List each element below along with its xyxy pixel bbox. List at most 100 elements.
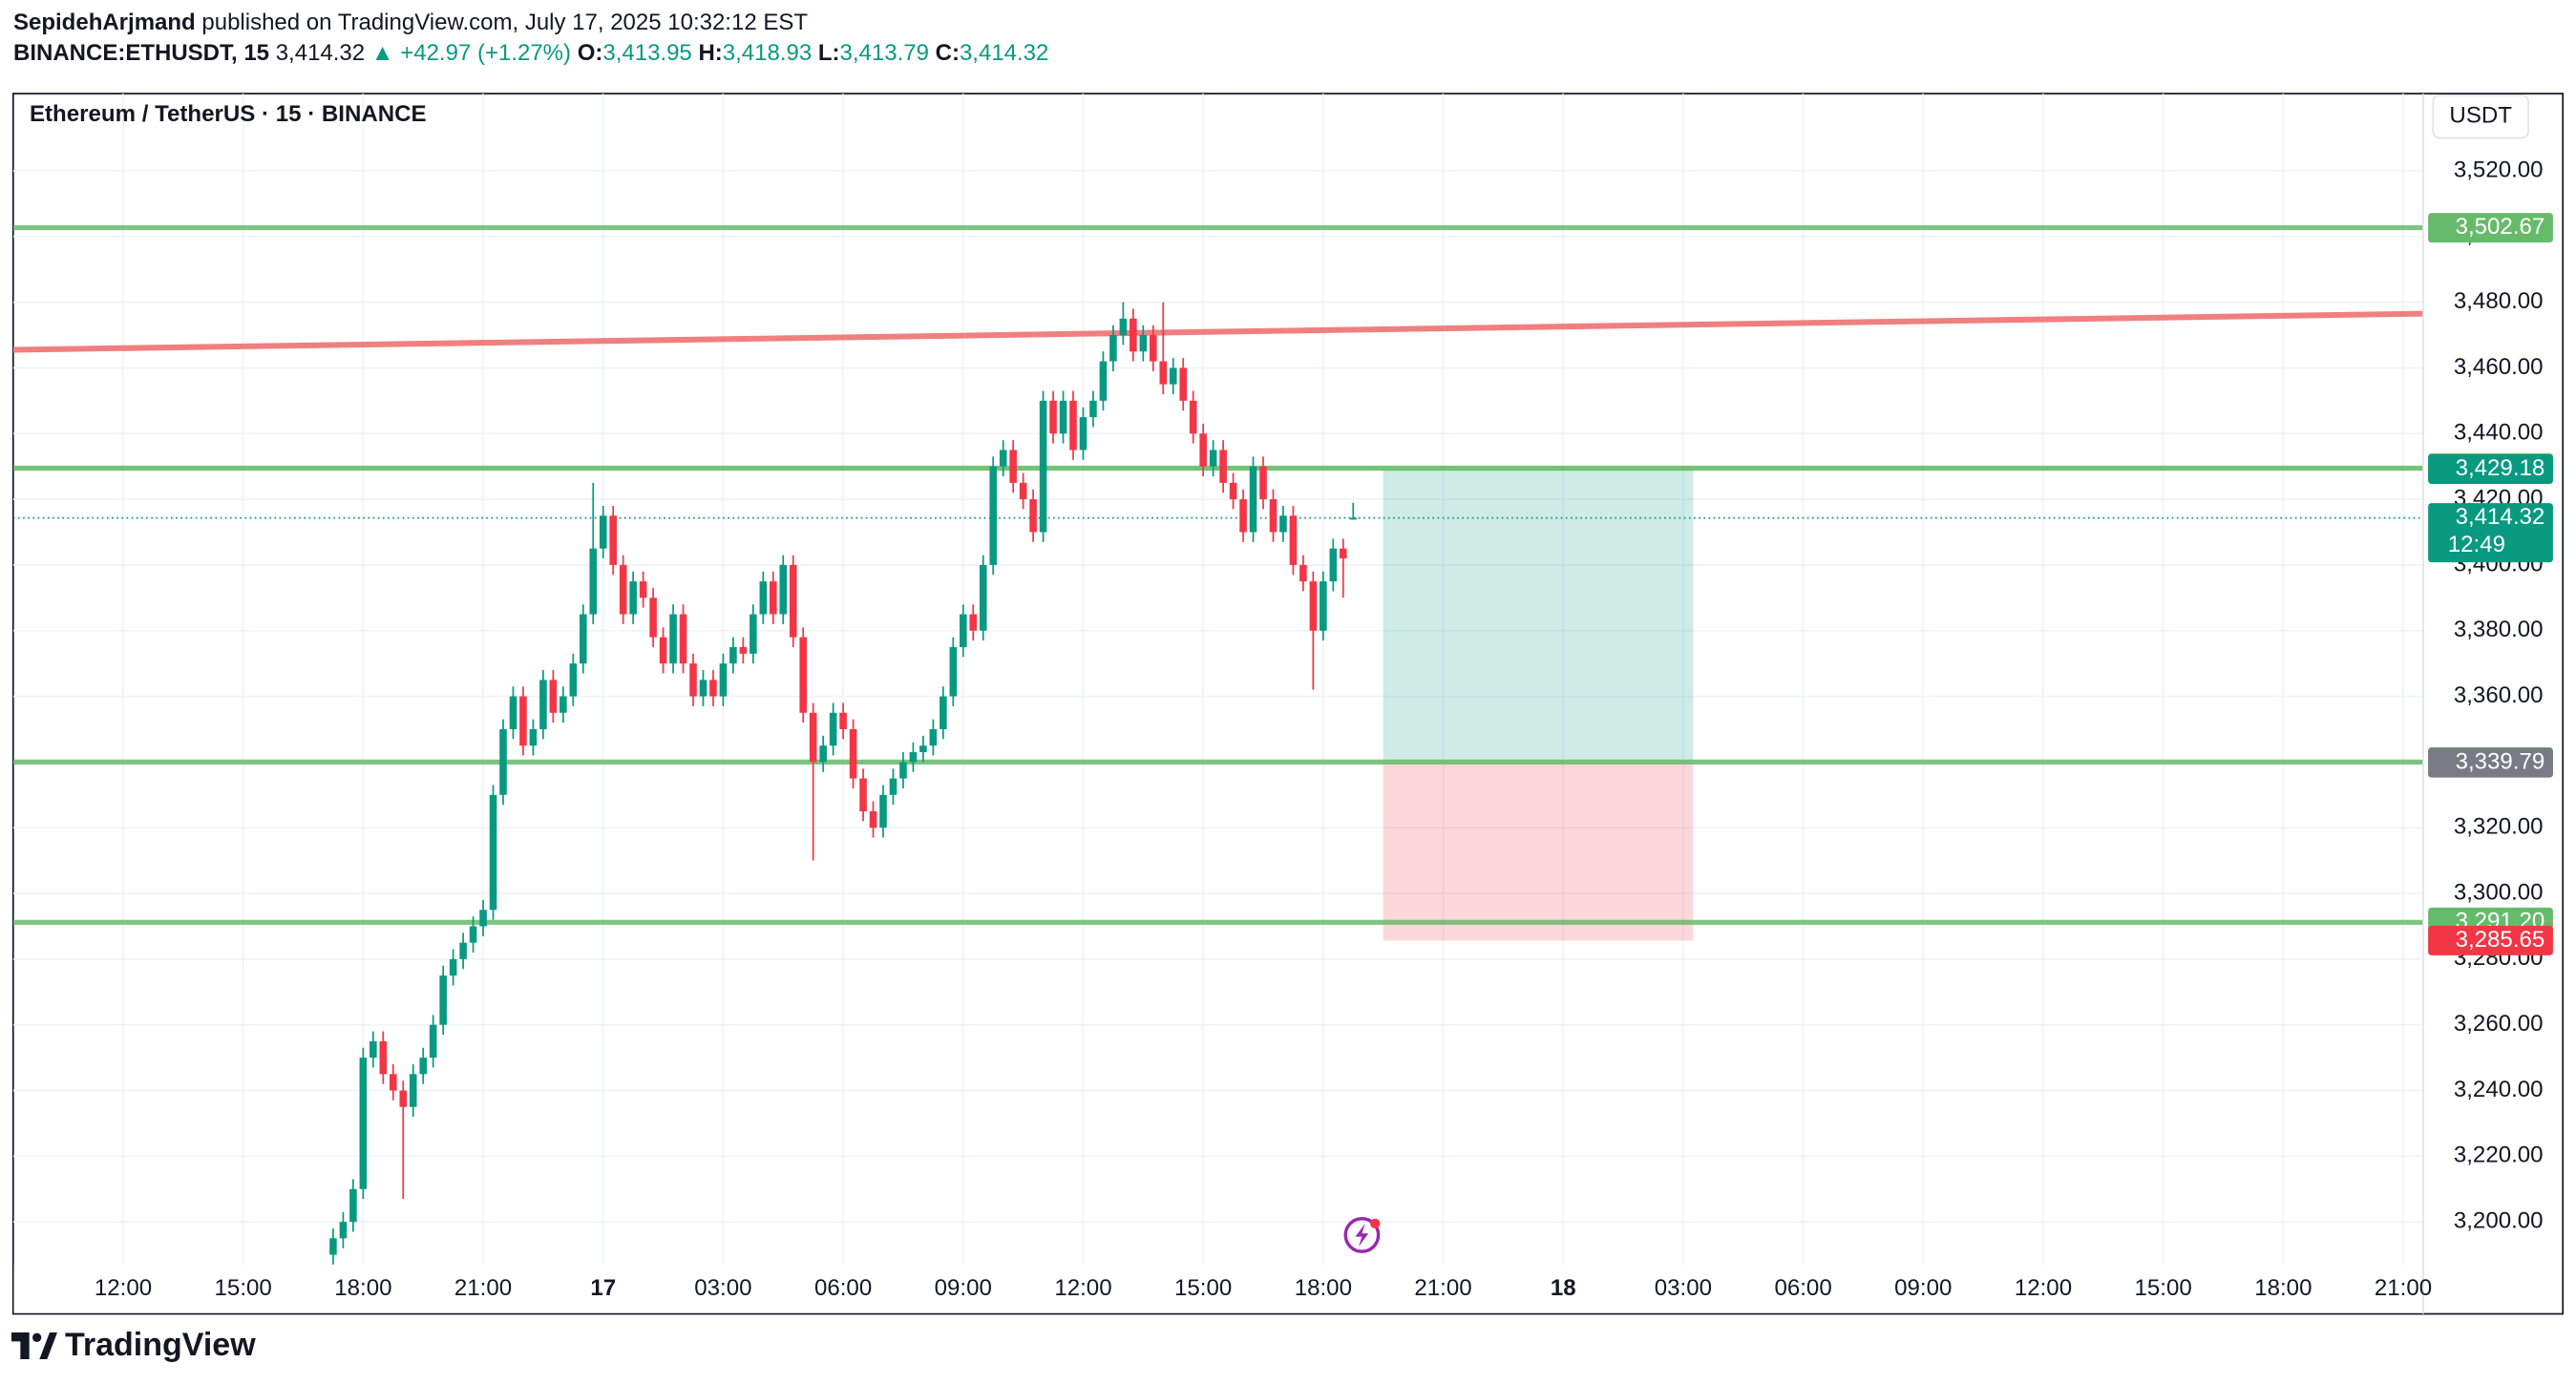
- ohlc-label: C:: [935, 40, 960, 66]
- candle-body: [549, 680, 558, 713]
- lightning-icon[interactable]: [1343, 1217, 1381, 1253]
- candle-body: [379, 1040, 388, 1075]
- candle-body: [769, 581, 777, 615]
- price-label: 3,285.65: [2456, 927, 2545, 953]
- candle-body: [1229, 482, 1237, 500]
- candle-body: [1259, 466, 1267, 500]
- candle-body: [539, 680, 547, 729]
- currency-box[interactable]: [2432, 94, 2529, 139]
- candle-body: [709, 680, 717, 697]
- candle-body: [889, 778, 897, 795]
- x-tick-label: 03:00: [1655, 1275, 1712, 1301]
- ohlc-value: 3,413.79: [839, 40, 929, 66]
- candle-body: [909, 752, 918, 763]
- candle-body: [1150, 335, 1157, 362]
- last: 3,414.32: [275, 40, 366, 66]
- candle-body: [509, 696, 517, 729]
- header: SepidehArjmand published on TradingView.…: [13, 8, 1048, 69]
- candle-body: [689, 663, 697, 697]
- candle-body: [619, 564, 627, 615]
- candle-body: [629, 581, 637, 615]
- ohlc-label: O:: [577, 40, 603, 66]
- candle-body: [1209, 450, 1217, 467]
- candle-body: [579, 614, 587, 664]
- candle-body: [1349, 517, 1358, 520]
- candle-body: [1059, 400, 1067, 434]
- candle-body: [529, 728, 538, 746]
- candle-body: [879, 794, 887, 828]
- candle-body: [560, 696, 567, 713]
- candle-body: [919, 745, 927, 753]
- countdown: 12:49: [2448, 532, 2505, 557]
- x-tick-label: 06:00: [814, 1275, 872, 1301]
- candle-body: [759, 581, 768, 615]
- candle-body: [339, 1222, 348, 1239]
- candle-body: [669, 614, 677, 664]
- candle-body: [1039, 400, 1047, 533]
- candle-body: [999, 450, 1007, 467]
- symbol: BINANCE:ETHUSDT, 15: [13, 40, 270, 66]
- ohlc-value: 3,418.93: [722, 40, 813, 66]
- ohlc-value: 3,414.32: [959, 40, 1049, 66]
- candle-body: [779, 564, 788, 615]
- candle-body: [699, 680, 707, 697]
- published: published on TradingView.com, July 17, 2…: [201, 10, 809, 35]
- candle-body: [599, 515, 607, 549]
- candle-body: [1269, 499, 1277, 533]
- candle-body: [940, 696, 947, 729]
- candle-body: [989, 466, 997, 565]
- brand: TradingView: [65, 1327, 256, 1363]
- candle-body: [519, 696, 527, 746]
- candle-body: [1329, 548, 1338, 582]
- y-tick-label: 3,240.00: [2454, 1077, 2544, 1102]
- currency[interactable]: USDT: [2449, 103, 2512, 129]
- x-tick-label: 12:00: [1054, 1275, 1111, 1301]
- candle-body: [659, 637, 667, 664]
- candle-body: [739, 646, 748, 654]
- footer: TradingView: [11, 1327, 256, 1364]
- candle-body: [639, 581, 647, 598]
- candle-body: [979, 564, 987, 631]
- y-tick-label: 3,260.00: [2454, 1011, 2544, 1037]
- stop-zone: [1383, 763, 1694, 941]
- candle-body: [1189, 400, 1197, 434]
- candle-body: [949, 646, 958, 697]
- candle-body: [960, 614, 967, 647]
- trend-line: [12, 310, 2423, 353]
- candle-body: [1309, 581, 1318, 631]
- x-tick-label: 21:00: [1414, 1275, 1471, 1301]
- candle-body: [609, 515, 617, 565]
- price-label-box: [2428, 747, 2553, 778]
- candle-body: [459, 942, 467, 959]
- ohlc-value: 3,413.95: [602, 40, 692, 66]
- change: ▲ +42.97 (+1.27%): [370, 40, 572, 66]
- candle-body: [849, 728, 857, 779]
- candle-body: [479, 910, 487, 927]
- candle-body: [389, 1074, 397, 1091]
- candle-body: [1089, 400, 1097, 418]
- quote-line: BINANCE:ETHUSDT, 15 3,414.32 ▲ +42.97 (+…: [13, 38, 1048, 69]
- candle-body: [349, 1188, 357, 1223]
- price-label-box: [2428, 503, 2553, 563]
- price-label: 3,339.79: [2456, 748, 2545, 774]
- candle-body: [1219, 450, 1227, 483]
- candle-body: [399, 1090, 408, 1107]
- candle-body: [1159, 361, 1168, 385]
- candle-body: [449, 958, 457, 976]
- x-tick-label: 17: [590, 1275, 616, 1301]
- x-tick-label: 15:00: [215, 1275, 272, 1301]
- candle-body: [829, 712, 837, 746]
- candle-body: [469, 926, 477, 943]
- candle-body: [1179, 367, 1187, 401]
- candle-body: [1119, 318, 1128, 336]
- candle-body: [1169, 367, 1177, 385]
- x-tick-label: 18:00: [1295, 1275, 1352, 1301]
- time-axis-band: [13, 1264, 2424, 1313]
- candle-body: [1249, 466, 1257, 533]
- candle-body: [569, 663, 578, 697]
- x-tick-label: 21:00: [2375, 1275, 2432, 1301]
- candle-body: [869, 811, 877, 828]
- candle-body: [679, 614, 687, 664]
- x-tick-label: 06:00: [1774, 1275, 1831, 1301]
